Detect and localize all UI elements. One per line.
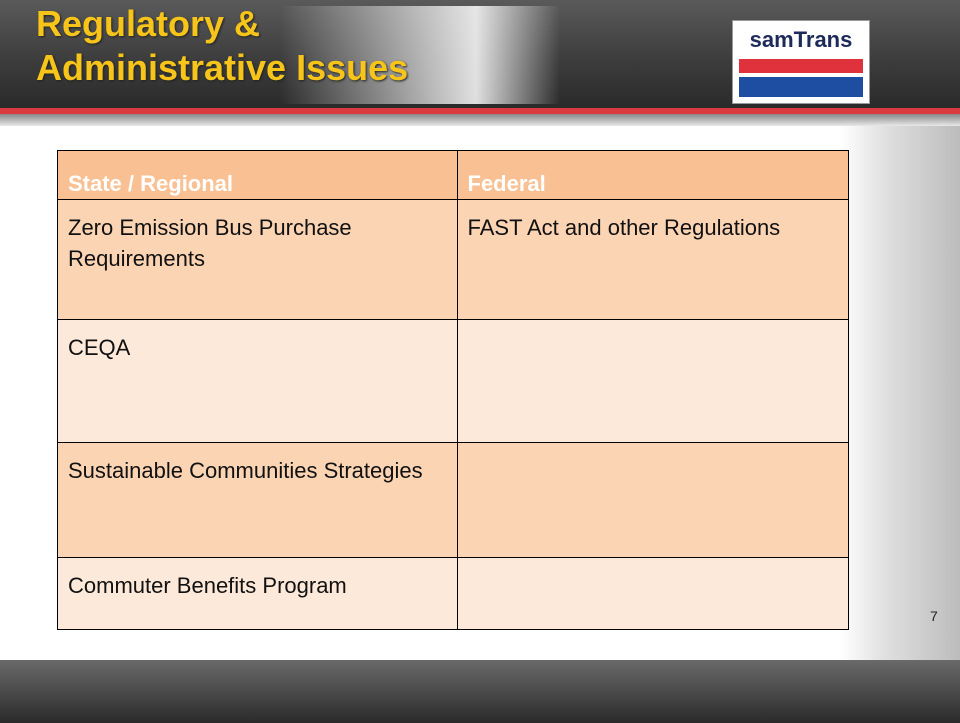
table-cell: Commuter Benefits Program: [57, 557, 458, 630]
table-row: Sustainable Communities Strategies: [57, 442, 849, 558]
logo: samTrans: [732, 20, 870, 104]
table-cell: Zero Emission Bus Purchase Requirements: [57, 199, 458, 320]
table-cell: [456, 319, 849, 443]
title-line: Regulatory &: [36, 3, 261, 44]
background-image: [840, 126, 960, 660]
page-number: 7: [930, 608, 938, 624]
header-cell: State / Regional: [57, 150, 458, 200]
table-cell: CEQA: [57, 319, 458, 443]
logo-stripe: [739, 59, 863, 73]
table-cell: [456, 557, 849, 630]
table-row: Zero Emission Bus Purchase Requirements F…: [57, 199, 849, 320]
slide-title: Regulatory & Administrative Issues: [36, 2, 408, 90]
title-highlight: [0, 6, 560, 104]
footer-band: [0, 660, 960, 723]
table-row: Commuter Benefits Program: [57, 557, 849, 630]
table-cell: FAST Act and other Regulations: [456, 199, 849, 320]
table-row: CEQA: [57, 319, 849, 443]
header-band: Regulatory & Administrative Issues samTr…: [0, 0, 960, 108]
header-cell: Federal: [456, 150, 849, 200]
divider: [0, 114, 960, 126]
logo-stripe: [739, 77, 863, 97]
table: State / Regional Federal Zero Emission Bus…: [57, 150, 849, 630]
divider: [0, 108, 960, 114]
table-cell: Sustainable Communities Strategies: [57, 442, 458, 558]
table-cell: [456, 442, 849, 558]
header-row: State / Regional Federal: [57, 150, 849, 200]
title-line: Administrative Issues: [36, 47, 409, 88]
logo-text: samTrans: [749, 27, 853, 52]
